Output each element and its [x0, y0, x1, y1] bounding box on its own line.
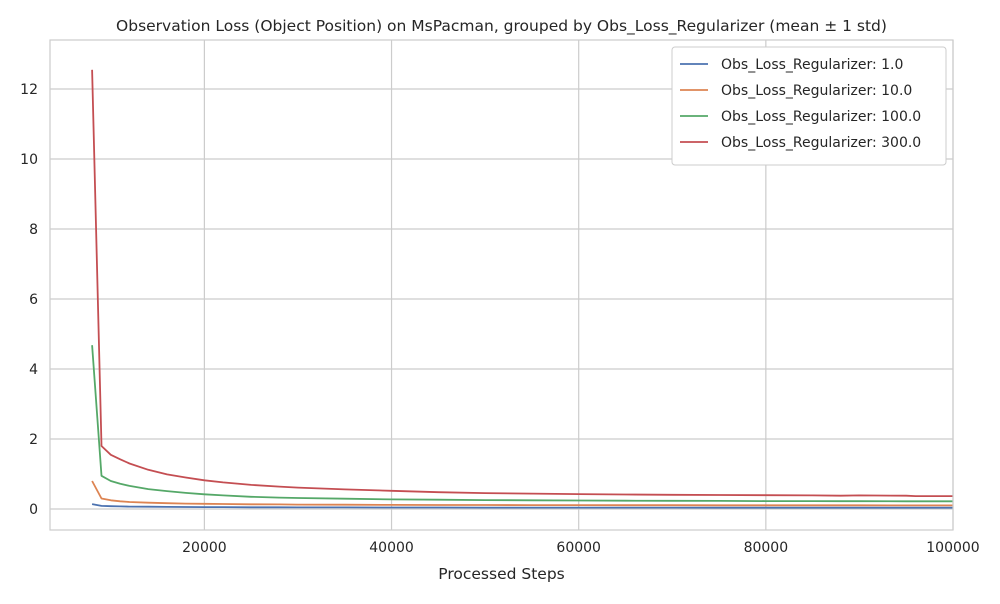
x-tick-label: 20000: [182, 540, 227, 556]
plot-frame: [49, 39, 954, 531]
legend-label-1: Obs_Loss_Regularizer: 10.0: [721, 83, 912, 99]
x-tick-label: 100000: [926, 540, 979, 556]
y-tick-label: 0: [29, 502, 38, 518]
tick-labels: 20000 40000 60000 80000 100000 0 2 4 6 8 10 12: [20, 82, 980, 556]
series-line-0: [91, 503, 953, 509]
y-tick-label: 12: [20, 82, 38, 98]
legend-label-2: Obs_Loss_Regularizer: 100.0: [721, 109, 921, 125]
legend-label-3: Obs_Loss_Regularizer: 300.0: [721, 135, 921, 151]
chart-title: Observation Loss (Object Position) on Ms…: [116, 17, 887, 36]
y-tick-label: 2: [29, 432, 38, 448]
y-tick-label: 8: [29, 222, 38, 238]
series-line-2: [91, 345, 953, 503]
x-tick-label: 80000: [744, 540, 789, 556]
y-tick-label: 10: [20, 152, 38, 168]
series-line-3: [91, 69, 953, 498]
series-line-1: [91, 480, 953, 507]
legend: Obs_Loss_Regularizer: 1.0 Obs_Loss_Regula…: [671, 46, 947, 166]
y-tick-label: 4: [29, 362, 38, 378]
y-tick-label: 6: [29, 292, 38, 308]
legend-box: [671, 46, 947, 166]
x-tick-label: 40000: [369, 540, 414, 556]
x-axis-label: Processed Steps: [438, 565, 564, 583]
x-tick-label: 60000: [556, 540, 601, 556]
series-lines: [91, 69, 953, 509]
legend-label-0: Obs_Loss_Regularizer: 1.0: [721, 57, 903, 73]
